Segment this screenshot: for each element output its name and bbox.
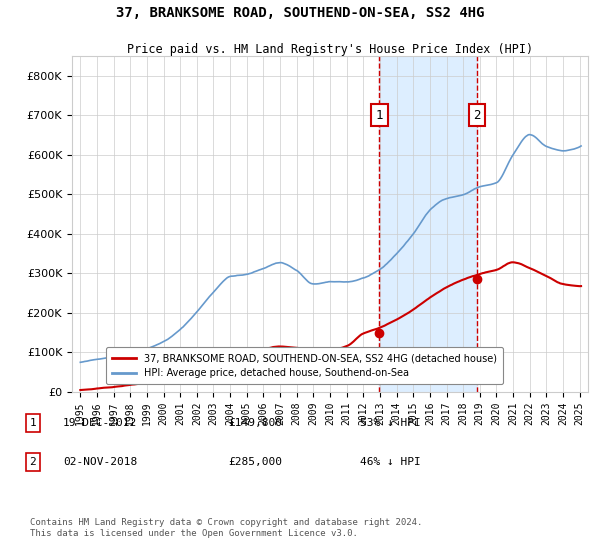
Text: 19-DEC-2012: 19-DEC-2012 xyxy=(63,418,137,428)
Text: 2: 2 xyxy=(29,457,37,467)
Text: 46% ↓ HPI: 46% ↓ HPI xyxy=(360,457,421,467)
Title: Price paid vs. HM Land Registry's House Price Index (HPI): Price paid vs. HM Land Registry's House … xyxy=(127,43,533,56)
Text: 02-NOV-2018: 02-NOV-2018 xyxy=(63,457,137,467)
Text: Contains HM Land Registry data © Crown copyright and database right 2024.
This d: Contains HM Land Registry data © Crown c… xyxy=(30,518,422,538)
Text: £285,000: £285,000 xyxy=(228,457,282,467)
Text: 37, BRANKSOME ROAD, SOUTHEND-ON-SEA, SS2 4HG: 37, BRANKSOME ROAD, SOUTHEND-ON-SEA, SS2… xyxy=(116,6,484,20)
Bar xyxy=(379,56,477,392)
Text: 1: 1 xyxy=(376,109,383,122)
Text: 1: 1 xyxy=(29,418,37,428)
Text: 53% ↓ HPI: 53% ↓ HPI xyxy=(360,418,421,428)
Text: 2: 2 xyxy=(473,109,481,122)
Text: £149,800: £149,800 xyxy=(228,418,282,428)
Legend: 37, BRANKSOME ROAD, SOUTHEND-ON-SEA, SS2 4HG (detached house), HPI: Average pric: 37, BRANKSOME ROAD, SOUTHEND-ON-SEA, SS2… xyxy=(106,347,503,384)
